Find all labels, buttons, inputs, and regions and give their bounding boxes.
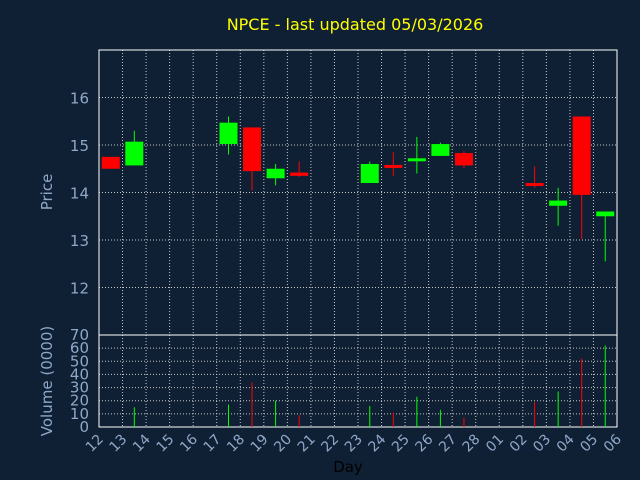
candle-body — [549, 200, 568, 206]
volume-panel-frame — [98, 334, 618, 428]
price-axis-label: Price — [38, 174, 56, 211]
candle-body — [101, 156, 120, 169]
candle-body — [525, 183, 544, 186]
price-tick-label: 14 — [70, 185, 89, 203]
x-ticks: 12 13 14 15 16 17 18 19 20 21 22 23 24 25 26 27 28 01 02 03… — [83, 431, 625, 455]
volume-tick-label: 40 — [70, 365, 89, 383]
candle-body — [125, 141, 144, 166]
candle-body — [572, 116, 591, 195]
chart-title: NPCE - last updated 05/03/2026 — [227, 15, 484, 34]
candle-body — [454, 153, 473, 166]
candle-body — [243, 127, 262, 172]
candle-body — [219, 122, 238, 145]
x-axis-label: Day — [333, 458, 363, 476]
price-tick-label: 13 — [70, 232, 89, 250]
candle-body — [360, 164, 379, 183]
candle-body — [266, 168, 285, 179]
volume-tick-label: 30 — [70, 379, 89, 397]
volume-tick-label: 60 — [70, 339, 89, 357]
volume-bars — [133, 345, 606, 427]
price-grid — [98, 50, 618, 335]
price-tick-label: 16 — [70, 90, 89, 108]
candle-body — [407, 158, 426, 162]
price-tick-label: 12 — [70, 280, 89, 298]
volume-tick-label: 0 — [79, 418, 89, 436]
candle-body — [290, 172, 309, 176]
candle-body — [431, 144, 450, 156]
volume-axis-label: Volume (0000) — [38, 326, 56, 436]
volume-tick-label: 50 — [70, 352, 89, 370]
volume-tick-label: 70 — [70, 326, 89, 344]
volume-tick-label: 10 — [70, 405, 89, 423]
volume-tick-label: 20 — [70, 392, 89, 410]
candle-body — [596, 211, 615, 217]
candle-body — [384, 164, 403, 168]
price-tick-label: 15 — [70, 137, 89, 155]
candles — [101, 116, 615, 262]
price-y-ticks: 12 13 14 15 16 — [70, 90, 89, 298]
